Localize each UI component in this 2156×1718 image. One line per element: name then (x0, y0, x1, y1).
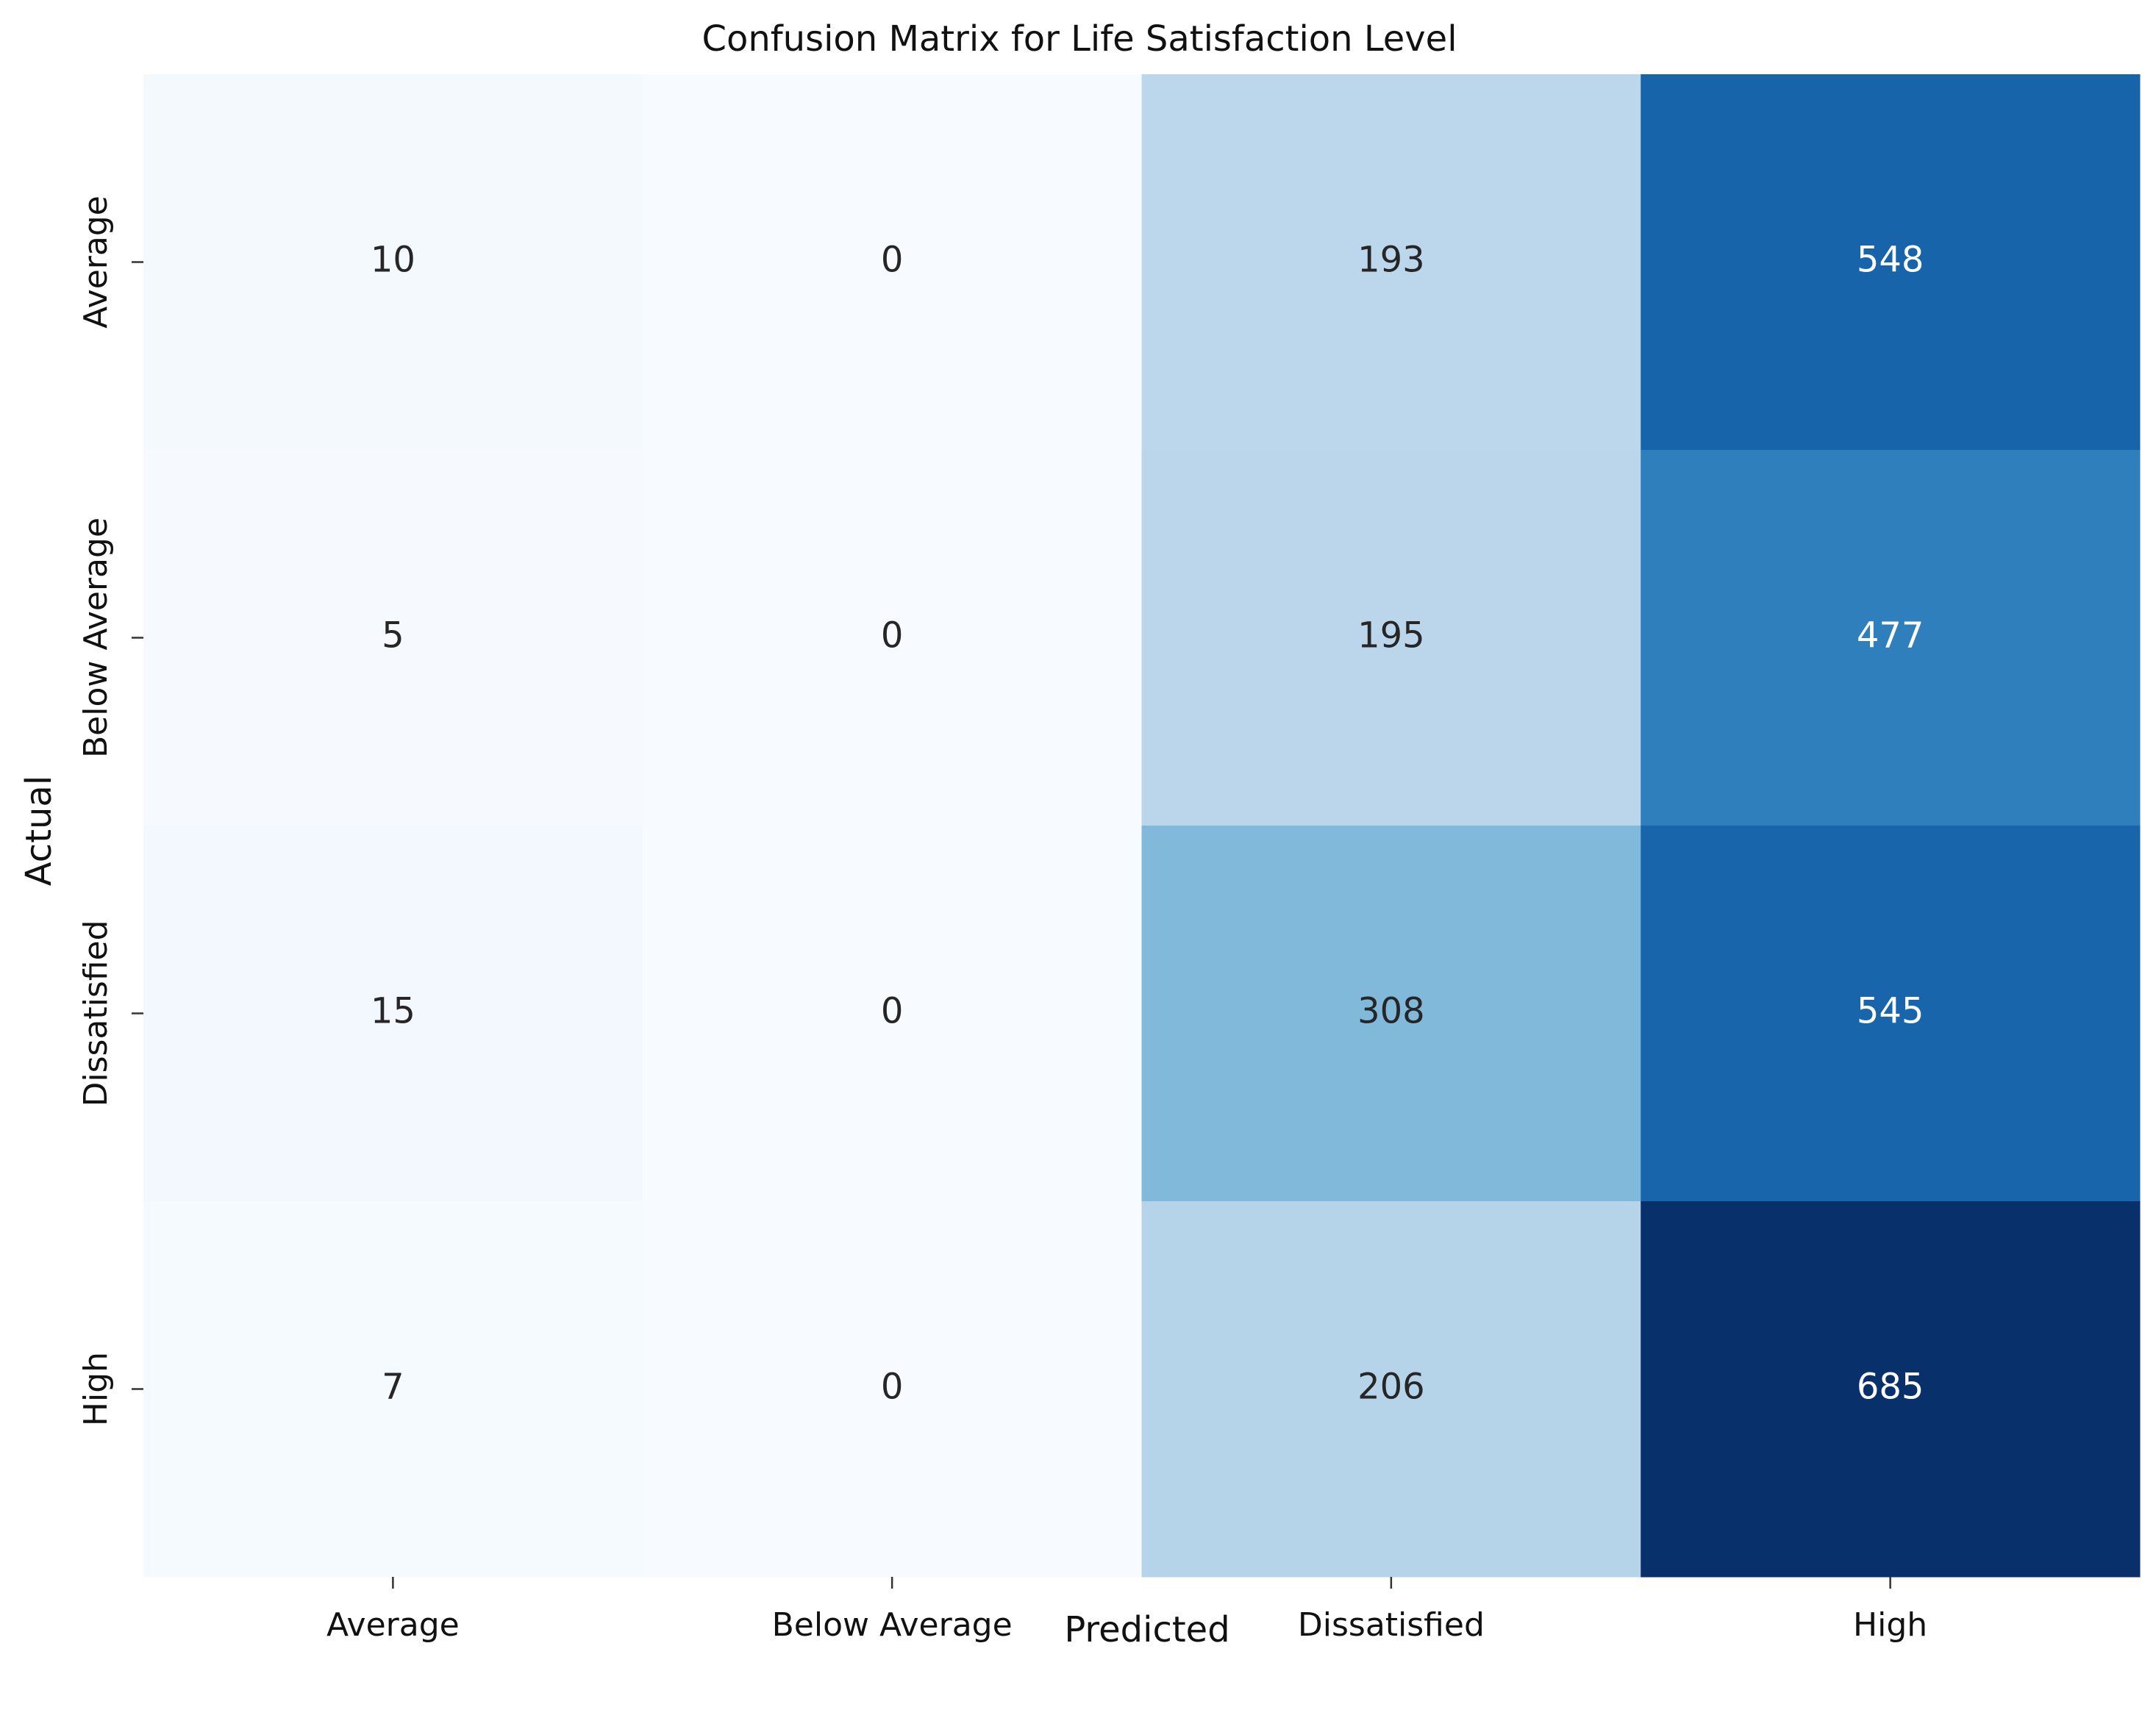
cell-value-r2-c1: 0 (881, 991, 904, 1032)
x-tick-label-0: Average (326, 1606, 460, 1644)
y-tick-label-3: High (77, 1352, 115, 1426)
x-tick-label-1: Below Average (772, 1606, 1013, 1644)
heatmap-cell-r0-c0 (143, 74, 643, 451)
heatmap-cells (143, 74, 2141, 1578)
y-tick-label-1: Below Average (77, 518, 115, 758)
heatmap-cell-r2-c0 (143, 826, 643, 1202)
x-axis-ticks: Average Below Average Dissatisfied High (326, 1577, 1927, 1644)
chart-title: Confusion Matrix for Life Satisfaction L… (702, 18, 1457, 60)
x-tick-label-3: High (1853, 1606, 1927, 1644)
heatmap-cell-r0-c1 (642, 74, 1142, 451)
heatmap-cell-r2-c2 (1141, 826, 1641, 1202)
x-tick-label-2: Dissatisfied (1298, 1606, 1485, 1644)
heatmap-cell-r1-c3 (1641, 450, 2141, 826)
cell-value-r2-c0: 15 (371, 991, 415, 1032)
cell-value-labels: 10 0 193 548 5 0 195 477 15 0 308 545 7 0 206 685 (371, 240, 1924, 1408)
cell-value-r0-c1: 0 (881, 240, 904, 281)
cell-value-r3-c1: 0 (881, 1367, 904, 1408)
x-axis-label: Predicted (1064, 1609, 1229, 1650)
heatmap-cell-r1-c0 (143, 450, 643, 826)
y-tick-label-0: Average (77, 196, 115, 329)
cell-value-r2-c3: 545 (1857, 991, 1924, 1032)
y-tick-label-2: Dissatisfied (77, 920, 115, 1106)
cell-value-r3-c3: 685 (1857, 1367, 1924, 1408)
heatmap-cell-r3-c3 (1641, 1201, 2141, 1578)
heatmap-cell-r1-c1 (642, 450, 1142, 826)
cell-value-r0-c0: 10 (371, 240, 415, 281)
heatmap-cell-r2-c1 (642, 826, 1142, 1202)
y-axis-label: Actual (18, 776, 60, 886)
cell-value-r1-c1: 0 (881, 615, 904, 656)
heatmap-cell-r0-c3 (1641, 74, 2141, 451)
heatmap-cell-r0-c2 (1141, 74, 1641, 451)
cell-value-r1-c0: 5 (382, 615, 404, 656)
cell-value-r1-c2: 195 (1357, 615, 1425, 656)
y-axis-ticks: Average Below Average Dissatisfied High (77, 196, 143, 1426)
cell-value-r3-c0: 7 (382, 1367, 404, 1408)
cell-value-r3-c2: 206 (1357, 1367, 1425, 1408)
cell-value-r2-c2: 308 (1357, 991, 1425, 1032)
cell-value-r1-c3: 477 (1857, 615, 1924, 656)
cell-value-r0-c3: 548 (1857, 240, 1924, 281)
heatmap-cell-r3-c0 (143, 1201, 643, 1578)
heatmap-cell-r2-c3 (1641, 826, 2141, 1202)
heatmap-cell-r3-c2 (1141, 1201, 1641, 1578)
heatmap-cell-r1-c2 (1141, 450, 1641, 826)
cell-value-r0-c2: 193 (1357, 240, 1425, 281)
heatmap-cell-r3-c1 (642, 1201, 1142, 1578)
